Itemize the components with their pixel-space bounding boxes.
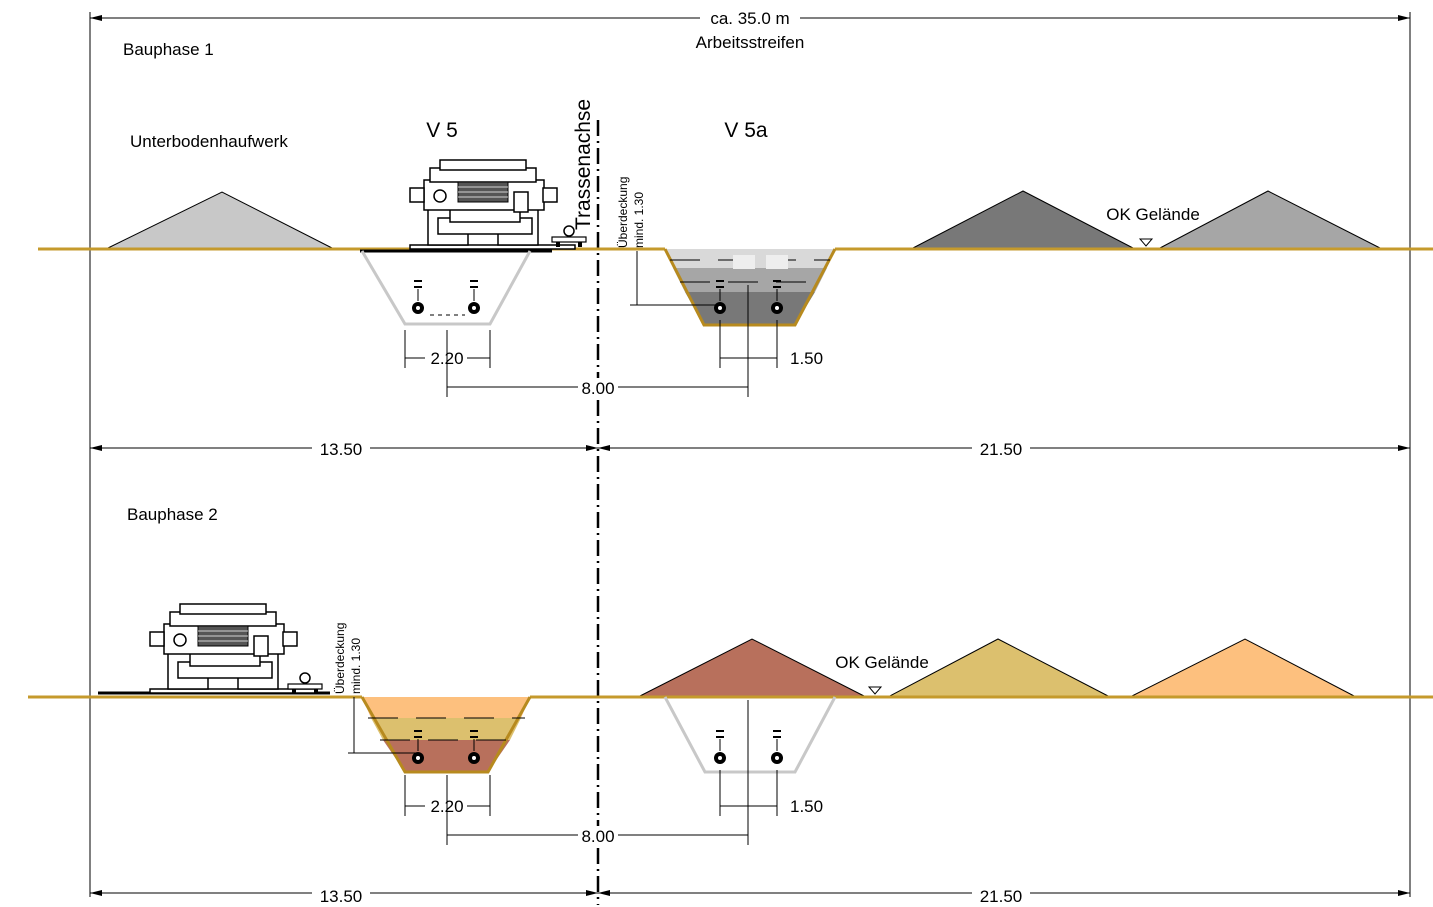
dim-spacing-1: 8.00 <box>446 285 749 398</box>
dim-label-21-50-1: 21.50 <box>980 440 1023 459</box>
ground-level-label-1: OK Gelände <box>1106 205 1200 224</box>
cover-label-1b: mind. 1.30 <box>632 192 646 248</box>
trench-v5-filled <box>360 696 532 774</box>
dim-trench-v5a: 1.50 <box>719 320 823 368</box>
dim-label-8-00-1: 8.00 <box>581 379 614 398</box>
pipe-v5a-label: V 5a <box>724 119 768 142</box>
soil-pile-brown <box>637 638 867 698</box>
route-axis: Trassenachse <box>572 99 600 905</box>
phase-2: Bauphase 2 OK Gelände Überde <box>28 505 1433 906</box>
cover-label-2a: Überdeckung <box>333 623 347 694</box>
phase-2-title: Bauphase 2 <box>127 505 218 524</box>
route-axis-label: Trassenachse <box>572 99 595 230</box>
phase-1-title: Bauphase 1 <box>123 40 214 59</box>
excavator-2 <box>149 603 316 694</box>
soil-pile-dark <box>912 190 1134 249</box>
dim-totals-1: 13.50 21.50 <box>90 439 1410 459</box>
dim-label-21-50-2: 21.50 <box>980 887 1023 906</box>
dim-label-13-50-1: 13.50 <box>320 440 363 459</box>
dim-label-8-00-2: 8.00 <box>581 827 614 846</box>
soil-pile-orange <box>1129 638 1357 698</box>
dim-label-13-50-2: 13.50 <box>320 887 363 906</box>
dim-spacing-2: 8.00 <box>446 700 749 846</box>
dim-trench-v5a-2: 1.50 <box>719 770 823 816</box>
cover-dimension-2: Überdeckung mind. 1.30 <box>333 623 418 754</box>
subsoil-pile <box>107 191 333 249</box>
dim-totals-2: 13.50 21.50 <box>90 885 1410 906</box>
dim-label-1-50-1: 1.50 <box>790 349 823 368</box>
ground-level-label-2: OK Gelände <box>835 653 929 672</box>
trench-v5a-filled <box>663 248 837 327</box>
pipe-v5-label: V 5 <box>426 119 458 142</box>
cover-label-2b: mind. 1.30 <box>349 638 363 694</box>
trench-v5 <box>360 250 532 326</box>
dim-label-1-50-2: 1.50 <box>790 797 823 816</box>
cover-dimension-1: Überdeckung mind. 1.30 <box>616 177 720 306</box>
phase-1: Bauphase 1 Unterbodenhaufwerk V 5 V 5a O… <box>38 40 1433 459</box>
subsoil-pile-label: Unterbodenhaufwerk <box>130 132 288 151</box>
overall-width-label: ca. 35.0 m <box>710 9 789 28</box>
work-strip-label: Arbeitsstreifen <box>696 33 805 52</box>
excavator-1 <box>409 159 576 250</box>
overall-width-dimension: ca. 35.0 m Arbeitsstreifen <box>89 9 1411 897</box>
cover-label-1a: Überdeckung <box>616 177 630 248</box>
trench-v5a-empty <box>663 696 837 774</box>
